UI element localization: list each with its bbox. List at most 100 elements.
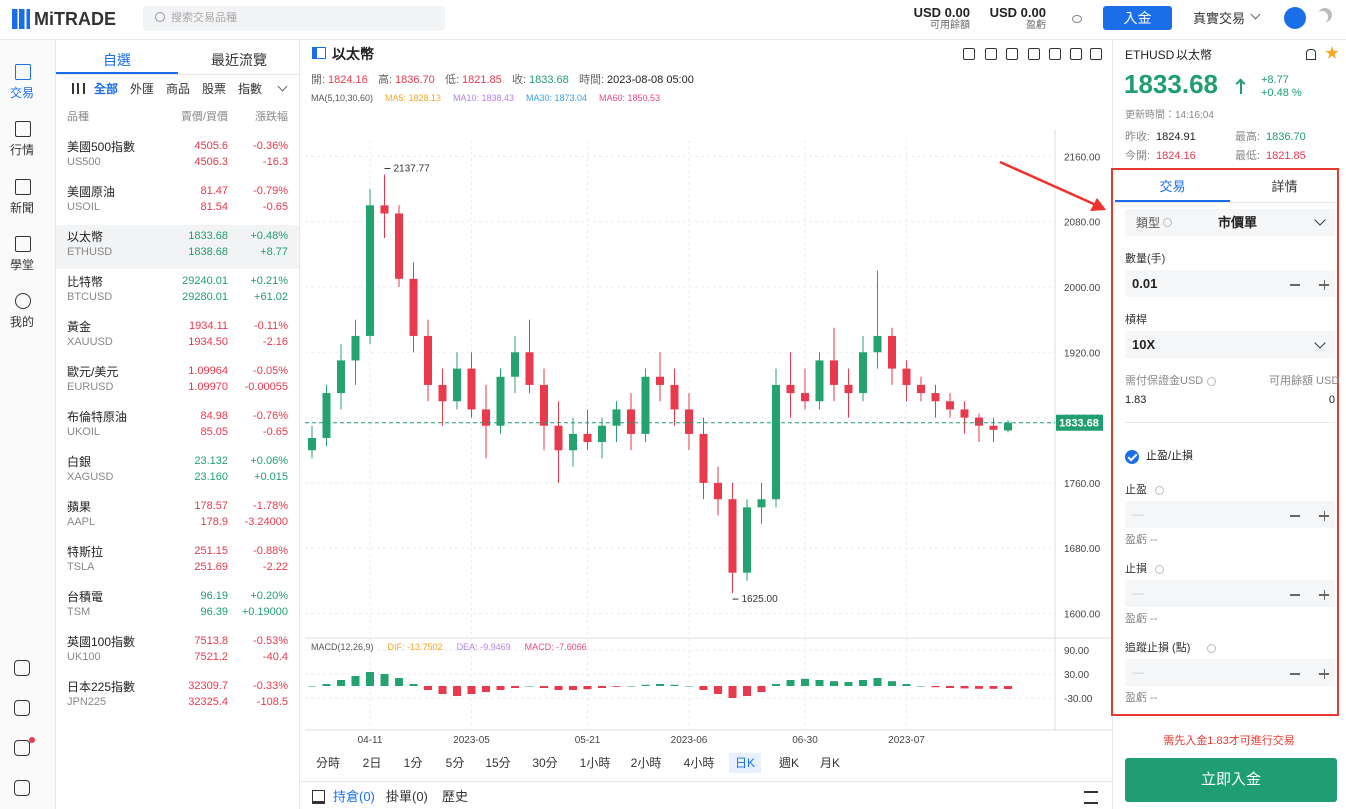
plus-button-v <box>1323 279 1325 290</box>
candle-body <box>627 409 635 434</box>
macd-bar <box>989 686 998 689</box>
stat-value: 1821.85 <box>1266 150 1306 162</box>
timeframe[interactable]: 5分 <box>445 756 465 770</box>
deposit-button[interactable]: 入金 <box>1103 6 1172 30</box>
timeframe[interactable]: 分時 <box>315 756 340 770</box>
candle-body <box>960 409 969 418</box>
macd-label: DIF: -13.7502 <box>388 642 443 652</box>
macd-bar <box>424 686 432 690</box>
nav-label[interactable]: 行情 <box>9 143 34 157</box>
nav-tool-icon[interactable] <box>14 660 30 676</box>
field-placeholder: — <box>1132 665 1144 679</box>
timeframe[interactable]: 1小時 <box>579 756 611 770</box>
watchlist-row[interactable] <box>56 225 299 269</box>
timeframe[interactable]: 日K <box>734 756 755 770</box>
timeframe[interactable]: 4小時 <box>683 756 715 770</box>
chart-tool-icon[interactable] <box>1006 48 1018 60</box>
info-icon <box>1155 486 1164 495</box>
macd-bar <box>656 684 664 686</box>
nav-label[interactable]: 我的 <box>9 315 34 329</box>
input-field[interactable] <box>1125 501 1335 528</box>
timeframe[interactable]: 1分 <box>403 756 423 770</box>
timeframe[interactable]: 30分 <box>532 756 558 770</box>
nav-label[interactable]: 學堂 <box>9 258 34 272</box>
candle-body <box>728 499 737 573</box>
change-pct: -1.78% <box>253 500 288 512</box>
field-placeholder: — <box>1132 586 1144 600</box>
change-abs: +0.015 <box>254 471 288 483</box>
candle-body <box>438 384 447 402</box>
sltp-checkbox[interactable] <box>1125 450 1139 464</box>
nav-tool-icon[interactable] <box>14 700 30 716</box>
chart-tool-icon[interactable] <box>1090 48 1102 60</box>
timeframe[interactable]: 2小時 <box>630 756 662 770</box>
input-field[interactable] <box>1125 580 1335 607</box>
instrument-name: 特斯拉 <box>67 545 104 559</box>
cta-button[interactable]: 立即入金 <box>1125 758 1337 802</box>
instrument-symbol: AAPL <box>67 516 96 528</box>
filter-tab[interactable]: 全部 <box>94 82 119 96</box>
bottom-tab[interactable]: 持倉(0) <box>333 789 375 804</box>
nav-tool-icon[interactable] <box>14 780 30 796</box>
minus-button[interactable] <box>1290 673 1300 675</box>
bottom-tab[interactable]: 歷史 <box>442 789 469 804</box>
minus-button[interactable] <box>1290 284 1300 286</box>
chart-tool-icon[interactable] <box>1049 48 1061 60</box>
x-tick-label: 2023-05 <box>453 735 490 746</box>
nav-icon[interactable] <box>15 236 31 252</box>
timeframe[interactable]: 月K <box>819 756 840 770</box>
nav-icon[interactable] <box>15 64 31 80</box>
header-name: 品種 <box>67 111 89 123</box>
chart-tool-icon[interactable] <box>1070 48 1082 60</box>
chart-tool-icon[interactable] <box>1028 48 1040 60</box>
chart-tool-icon[interactable] <box>985 48 997 60</box>
bottom-tab[interactable]: 掛單(0) <box>386 789 428 804</box>
instrument-symbol: USOIL <box>67 201 101 213</box>
bell-icon[interactable] <box>1306 49 1316 60</box>
eye-icon <box>1072 15 1082 23</box>
input-field[interactable] <box>1125 270 1335 297</box>
field-pnl: 盈虧 -- <box>1125 534 1158 546</box>
instrument-name: 布倫特原油 <box>67 410 128 424</box>
star-icon[interactable] <box>1325 46 1339 59</box>
nav-label[interactable]: 新聞 <box>9 201 34 215</box>
trade-tab[interactable]: 交易 <box>1159 179 1186 194</box>
y-tick-label: 30.00 <box>1064 670 1089 681</box>
candle-body <box>598 425 606 443</box>
minus-button[interactable] <box>1290 515 1300 517</box>
nav-icon[interactable] <box>15 121 31 137</box>
account-switch[interactable]: 真實交易 <box>1193 11 1246 26</box>
type-value: 市價單 <box>1218 215 1258 230</box>
filter-tab[interactable]: 外匯 <box>130 82 155 96</box>
candle-body <box>786 384 795 394</box>
nav-icon[interactable] <box>15 293 31 309</box>
stat-value: 1824.91 <box>1156 131 1196 143</box>
list-icon-mid <box>77 83 79 94</box>
nav-tool-icon[interactable] <box>14 740 30 756</box>
price: 1833.68 <box>1124 69 1218 99</box>
nav-label[interactable]: 交易 <box>9 86 34 100</box>
theme-dark[interactable] <box>1316 11 1328 23</box>
filter-tab[interactable]: 股票 <box>202 82 227 96</box>
timeframe[interactable]: 週K <box>778 756 799 770</box>
ohlc-label: 時間: <box>579 74 605 86</box>
theme-light[interactable] <box>1284 7 1306 29</box>
search-box[interactable] <box>143 6 445 31</box>
watchlist-tab[interactable]: 最近流覽 <box>211 52 267 68</box>
macd-bar <box>859 680 867 686</box>
macd-title: MACD(12,26,9) <box>311 642 374 652</box>
candle-body <box>380 205 389 214</box>
input-field[interactable] <box>1125 209 1335 236</box>
watchlist-tab[interactable]: 自選 <box>103 52 131 68</box>
timeframe[interactable]: 15分 <box>485 756 511 770</box>
input-field[interactable] <box>1125 659 1335 686</box>
sell-price: 251.15 <box>194 545 228 557</box>
filter-tab[interactable]: 指數 <box>238 82 263 96</box>
input-field[interactable] <box>1125 331 1335 358</box>
trade-tab[interactable]: 詳情 <box>1271 179 1298 194</box>
chart-tool-icon[interactable] <box>963 48 975 60</box>
minus-button[interactable] <box>1290 594 1300 596</box>
nav-icon[interactable] <box>15 179 31 195</box>
timeframe[interactable]: 2日 <box>362 756 382 770</box>
filter-tab[interactable]: 商品 <box>166 82 191 96</box>
